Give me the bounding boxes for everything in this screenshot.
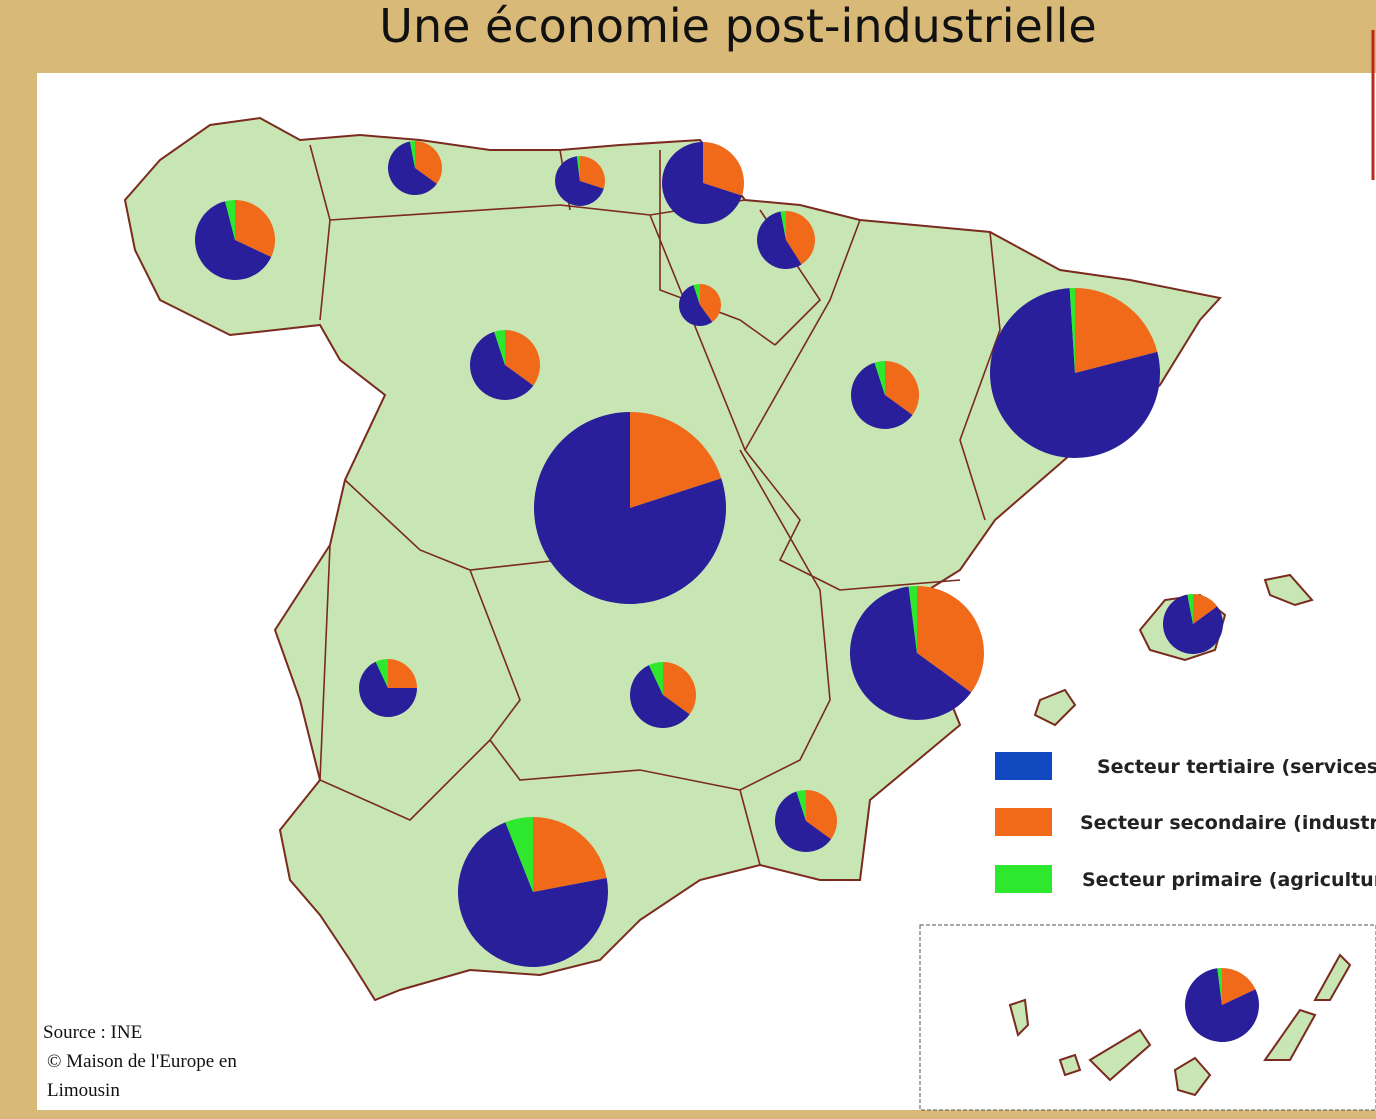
ibiza [1033,688,1077,727]
island [1173,1056,1212,1097]
pie-wedge [679,285,713,326]
pie-wedge [648,662,663,695]
pie-wedge [874,361,885,395]
pie-wedge [703,142,744,196]
pie-wedge [693,284,700,305]
pie-wedge [505,330,540,386]
pie-wedge [1075,288,1158,373]
pie-wedge [1217,968,1222,1005]
pie-wedge [1187,594,1193,624]
pie-wedge [1069,288,1075,373]
legend-label: Secteur tertiaire (services) [1097,756,1376,778]
pie-wedge [780,210,786,240]
pie-wedge [662,142,742,224]
pie-wedge [415,141,442,184]
pie-wedge [908,586,917,653]
pie-wedge [388,659,417,688]
pie-wedge [576,156,580,181]
source-line: Limousin [47,1080,120,1101]
island [1058,1053,1082,1077]
pie-wedge [458,822,609,967]
pie-wedge [375,659,388,688]
title: Une économie post-industrielle [379,0,1096,53]
pie-wedge [885,361,919,415]
pie-wedge [580,156,605,189]
pie-wedge [225,200,235,240]
pie-wedge [1185,968,1259,1042]
legend-label: Secteur secondaire (industri [1080,812,1376,834]
pie-wedge [505,817,533,892]
pie-wedge [786,211,816,265]
legend-label: Secteur primaire (agricultur [1082,869,1376,891]
pie-wedge [1163,594,1223,655]
legend-swatch [995,808,1052,836]
menorca [1263,573,1314,607]
pie-wedge [235,200,275,258]
pie-wedge [917,586,984,693]
island [1263,1008,1317,1061]
island [1313,953,1352,1001]
pie-wedge [1222,968,1256,1005]
pie-wedge [775,791,832,852]
legend-swatch [995,865,1052,893]
pie-wedge [1193,594,1218,624]
pie-wedge [194,201,272,280]
pie-wedge [806,790,838,840]
canary-islands [1008,953,1352,1097]
pie-wedge [534,412,727,605]
pie-wedge [990,288,1161,458]
island [1088,1028,1152,1082]
pie-wedge [470,331,534,400]
pie-wedge [409,141,415,168]
pie-wedge [494,330,505,365]
pie-wedge [387,141,437,195]
pie-wedge [359,661,417,717]
pie-wedge [850,362,913,430]
pie-wedge [630,412,722,508]
pie-wedge [757,211,802,269]
pie-wedge [630,665,690,728]
pie-wedge [533,817,607,892]
pie-wedge [554,156,604,207]
source-line: © Maison de l'Europe en [47,1051,237,1072]
pie-wedge [849,586,972,721]
pie-wedge [700,284,722,322]
pie-wedge [663,662,696,715]
source-line: Source : INE [43,1022,142,1043]
pie-wedge [796,790,806,821]
island [1008,998,1030,1037]
legend-swatch [995,752,1052,780]
